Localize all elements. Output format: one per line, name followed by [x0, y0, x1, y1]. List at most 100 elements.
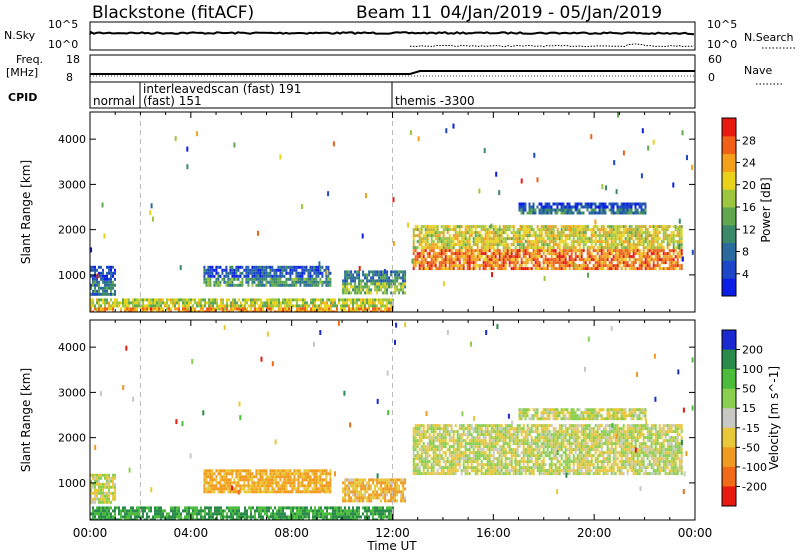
velocity-cell-r2 — [257, 487, 260, 491]
velocity-cell-r0 — [346, 512, 348, 516]
velocity-cell-r2 — [205, 487, 208, 491]
power-cell-r4 — [520, 267, 523, 271]
power-cell-r5 — [544, 202, 547, 206]
velocity-cell-r0 — [254, 509, 256, 513]
power-cell-r0 — [352, 310, 354, 312]
power-cell-r4 — [448, 255, 451, 259]
power-cell-r0 — [386, 304, 388, 308]
velocity-cell-r2 — [327, 487, 330, 491]
power-cell-r3 — [346, 276, 349, 280]
power-cell-r4 — [472, 237, 475, 241]
power-cell-r4 — [608, 264, 611, 268]
power-cell-r4 — [598, 255, 601, 259]
velocity-cell-r0 — [348, 515, 350, 519]
power-cell-r4 — [482, 228, 485, 232]
power-cell-r0 — [304, 301, 306, 305]
power-cell-r5 — [602, 208, 605, 212]
power-cell-r4 — [602, 249, 605, 253]
power-cell-r5 — [588, 211, 591, 215]
power-cell-r1 — [90, 274, 92, 278]
velocity-cell-r0 — [108, 506, 110, 510]
velocity-cell-r0 — [268, 506, 270, 510]
power-cell-r4 — [618, 237, 621, 241]
velocity-cell-r2 — [275, 484, 278, 488]
power-cell-r4 — [596, 246, 599, 250]
velocity-cell-r2 — [215, 478, 218, 482]
power-cell-r4 — [534, 240, 537, 244]
power-cell-r4 — [554, 237, 557, 241]
power-cell-r4 — [610, 261, 613, 265]
power-cell-r2 — [255, 277, 258, 281]
power-cell-r4 — [496, 261, 499, 265]
power-cell-r4 — [656, 234, 659, 238]
power-cell-r4 — [572, 264, 575, 268]
power-cell-r4 — [514, 258, 517, 262]
power-cell-r4 — [538, 231, 541, 235]
velocity-cell-r0 — [356, 509, 358, 513]
velocity-cell-r2 — [223, 469, 226, 473]
power-cell-r4 — [526, 225, 529, 229]
power-cell-r2 — [327, 277, 330, 281]
power-cell-r4 — [522, 252, 525, 256]
power-cell-r0 — [208, 310, 210, 312]
power-cell-r0 — [374, 301, 376, 305]
power-cell-r0 — [266, 298, 268, 302]
power-cell-r4 — [638, 228, 641, 232]
power-cell-r3 — [360, 288, 363, 292]
velocity-cell-r0 — [354, 512, 356, 516]
power-cell-r0 — [334, 310, 336, 312]
power-cell-r4 — [624, 246, 627, 250]
power-cell-r3 — [346, 282, 349, 286]
velocity-cell-r3 — [350, 478, 353, 482]
power-cell-r4 — [608, 225, 611, 229]
power-cell-r3 — [344, 282, 347, 286]
power-cell-r4 — [608, 237, 611, 241]
power-cell-r5 — [600, 211, 603, 215]
velocity-cell-r4 — [416, 442, 419, 446]
velocity-cell-r2 — [243, 484, 246, 488]
power-cell-r4 — [484, 243, 487, 247]
power-cell-r1 — [102, 271, 104, 275]
velocity-cell-r2 — [247, 472, 250, 476]
power-cell-r4 — [488, 246, 491, 250]
power-cell-r4 — [520, 240, 523, 244]
power-cell-r3 — [354, 270, 357, 274]
velocity-cell-r0 — [260, 506, 262, 510]
power-cell-r4 — [592, 258, 595, 262]
power-cell-r4 — [454, 237, 457, 241]
power-cell-r4 — [454, 225, 457, 229]
power-cell-r4 — [494, 261, 497, 265]
power-cell-r4 — [664, 231, 667, 235]
power-cell-r0 — [266, 307, 268, 311]
power-cell-r0 — [296, 304, 298, 308]
power-cell-r4 — [438, 240, 441, 244]
power-cell-r4 — [440, 240, 443, 244]
power-cell-r2 — [245, 271, 248, 275]
power-cell-r5 — [560, 208, 563, 212]
power-cell-r4 — [530, 240, 533, 244]
power-cell-r4 — [622, 231, 625, 235]
velocity-cell-r1 — [106, 497, 108, 501]
velocity-cell-r2 — [317, 475, 320, 479]
power-cell-r4 — [598, 267, 601, 271]
power-cell-r0 — [186, 298, 188, 302]
power-cell-r2 — [209, 271, 212, 275]
power-cell-r0 — [144, 310, 146, 312]
power-scatter-point — [681, 256, 684, 262]
velocity-cell-r0 — [196, 509, 198, 513]
power-cell-r2 — [259, 268, 262, 272]
power-cell-r4 — [662, 267, 665, 271]
power-cell-r4 — [440, 231, 443, 235]
power-cell-r2 — [211, 268, 214, 272]
power-cell-r0 — [288, 310, 290, 312]
power-cell-r4 — [634, 234, 637, 238]
power-cell-r0 — [170, 298, 172, 302]
power-cell-r4 — [486, 246, 489, 250]
power-cell-r2 — [265, 274, 268, 278]
power-cell-r4 — [648, 255, 651, 259]
power-cell-r4 — [542, 243, 545, 247]
power-scatter-point — [611, 249, 614, 255]
power-cell-r4 — [574, 231, 577, 235]
power-cell-r2 — [329, 271, 332, 275]
velocity-cell-r2 — [309, 484, 312, 488]
